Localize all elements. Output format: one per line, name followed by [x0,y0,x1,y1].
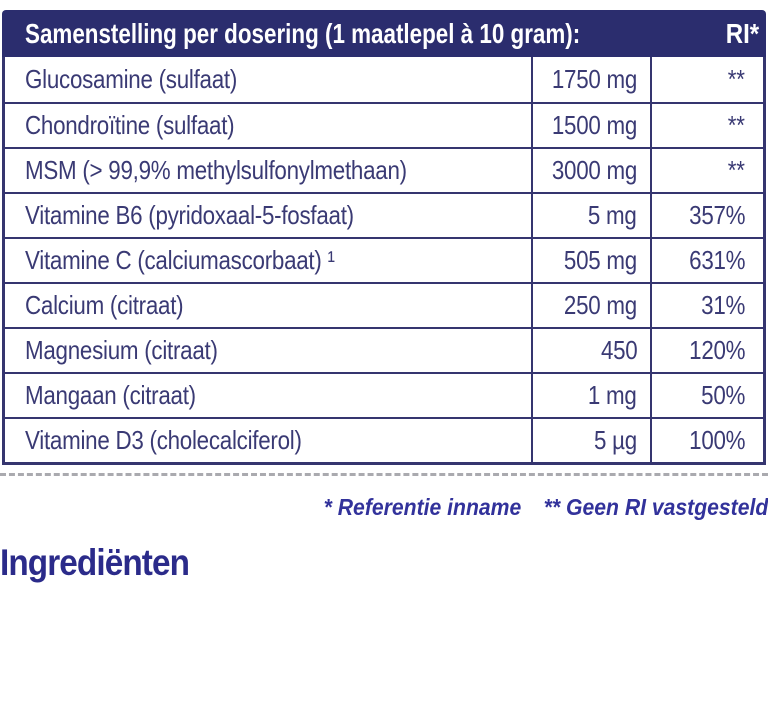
ingredient-amount: 450 [600,335,637,365]
table-body: Glucosamine (sulfaat) 1750 mg ** Chondro… [2,57,766,465]
ingredient-amount-cell: 5 µg [531,419,652,462]
ingredient-name: MSM (> 99,9% methylsulfonylmethaan) [25,155,407,185]
ingredient-amount-cell: 505 mg [531,239,652,282]
table-row: Vitamine D3 (cholecalciferol) 5 µg 100% [5,417,763,462]
footnotes: * Referentie inname ** Geen RI vastgeste… [0,490,768,524]
ingredient-name-cell: Magnesium (citraat) [5,329,531,372]
ingredient-ri: ** [728,110,745,140]
dashed-divider [0,473,768,476]
table-row: Glucosamine (sulfaat) 1750 mg ** [5,57,763,102]
ingredient-amount-cell: 1750 mg [531,57,652,102]
table-title: Samenstelling per dosering (1 maatlepel … [25,17,581,49]
ingredient-name: Magnesium (citraat) [25,335,218,365]
footnote-no-ri: ** Geen RI vastgesteld [543,494,768,520]
ingredient-name: Glucosamine (sulfaat) [25,64,238,94]
ingredient-name: Vitamine C (calciumascorbaat) ¹ [25,245,335,275]
ingredient-ri-cell: 31% [652,284,763,327]
ri-header-label: RI* [725,17,760,49]
table-row: Vitamine B6 (pyridoxaal-5-fosfaat) 5 mg … [5,192,763,237]
ingredient-ri: 50% [701,380,745,410]
ingredients-heading: Ingrediënten [0,541,210,585]
table-row: Mangaan (citraat) 1 mg 50% [5,372,763,417]
ingredient-amount: 5 µg [594,425,637,455]
ingredient-amount-cell: 450 [531,329,652,372]
table-row: MSM (> 99,9% methylsulfonylmethaan) 3000… [5,147,763,192]
ingredient-amount: 1500 mg [551,110,637,140]
ingredient-name-cell: Vitamine C (calciumascorbaat) ¹ [5,239,531,282]
ingredient-name: Calcium (citraat) [25,290,184,320]
ingredient-name-cell: Vitamine B6 (pyridoxaal-5-fosfaat) [5,194,531,237]
table-row: Chondroïtine (sulfaat) 1500 mg ** [5,102,763,147]
ingredient-amount-cell: 3000 mg [531,149,652,192]
composition-table: Samenstelling per dosering (1 maatlepel … [2,10,766,465]
ingredient-ri: 31% [701,290,745,320]
footnote-reference-intake: * Referentie inname [323,494,521,520]
ingredient-amount: 3000 mg [551,155,637,185]
ingredient-ri-cell: 120% [652,329,763,372]
ingredient-amount: 505 mg [563,245,637,275]
ingredient-amount: 250 mg [563,290,637,320]
ingredient-name-cell: Glucosamine (sulfaat) [5,57,531,102]
table-row: Magnesium (citraat) 450 120% [5,327,763,372]
ingredient-name: Vitamine B6 (pyridoxaal-5-fosfaat) [25,200,354,230]
ingredients-heading-text: Ingrediënten [0,542,190,583]
ingredient-ri: ** [728,155,745,185]
ingredient-ri-cell: ** [652,57,763,102]
ri-header-cell: RI* [719,18,766,50]
ingredient-name-cell: Calcium (citraat) [5,284,531,327]
ingredient-amount: 1750 mg [551,64,637,94]
ingredient-ri: ** [728,64,745,94]
ingredient-name: Vitamine D3 (cholecalciferol) [25,425,302,455]
ingredient-ri-cell: 100% [652,419,763,462]
ingredient-ri-cell: 357% [652,194,763,237]
ingredient-name-cell: Mangaan (citraat) [5,374,531,417]
table-header-row: Samenstelling per dosering (1 maatlepel … [2,10,766,57]
ingredient-amount-cell: 1 mg [531,374,652,417]
ingredient-name: Mangaan (citraat) [25,380,196,410]
ingredient-ri-cell: ** [652,104,763,147]
table-title-cell: Samenstelling per dosering (1 maatlepel … [2,18,719,50]
ingredient-amount-cell: 250 mg [531,284,652,327]
table-row: Calcium (citraat) 250 mg 31% [5,282,763,327]
ingredient-name-cell: Chondroïtine (sulfaat) [5,104,531,147]
ingredient-ri-cell: 50% [652,374,763,417]
ingredient-name-cell: Vitamine D3 (cholecalciferol) [5,419,531,462]
ingredient-ri-cell: ** [652,149,763,192]
ingredient-ri-cell: 631% [652,239,763,282]
ingredient-amount: 5 mg [588,200,637,230]
ingredient-ri: 631% [688,245,745,275]
ingredient-amount-cell: 1500 mg [531,104,652,147]
ingredient-ri: 120% [688,335,745,365]
ingredient-ri: 357% [688,200,745,230]
ingredient-name-cell: MSM (> 99,9% methylsulfonylmethaan) [5,149,531,192]
table-row: Vitamine C (calciumascorbaat) ¹ 505 mg 6… [5,237,763,282]
ingredient-name: Chondroïtine (sulfaat) [25,110,235,140]
ingredient-amount: 1 mg [588,380,637,410]
ingredient-amount-cell: 5 mg [531,194,652,237]
ingredient-ri: 100% [688,425,745,455]
